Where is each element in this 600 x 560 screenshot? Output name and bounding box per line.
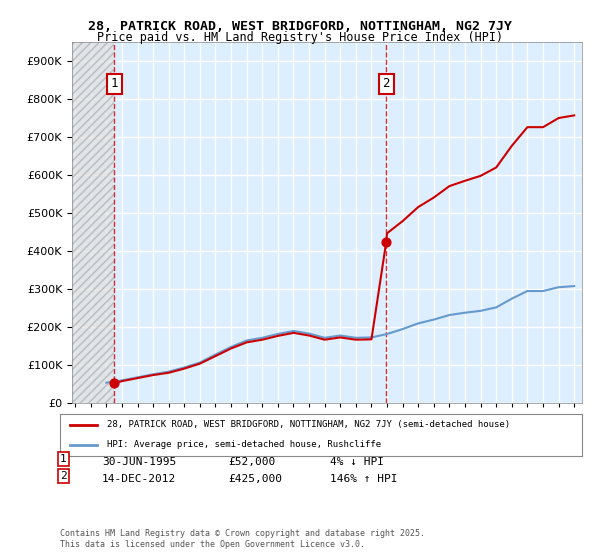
Bar	[72, 42, 114, 403]
Text: 28, PATRICK ROAD, WEST BRIDGFORD, NOTTINGHAM, NG2 7JY: 28, PATRICK ROAD, WEST BRIDGFORD, NOTTIN…	[88, 20, 512, 32]
Point	[109, 379, 119, 388]
Text: £425,000: £425,000	[228, 474, 282, 484]
Text: 2: 2	[60, 471, 67, 481]
Text: 14-DEC-2012: 14-DEC-2012	[102, 474, 176, 484]
Text: 146% ↑ HPI: 146% ↑ HPI	[330, 474, 398, 484]
Text: 1: 1	[60, 454, 67, 464]
Text: HPI: Average price, semi-detached house, Rushcliffe: HPI: Average price, semi-detached house,…	[107, 440, 381, 449]
Text: 1: 1	[110, 77, 118, 90]
Text: Price paid vs. HM Land Registry's House Price Index (HPI): Price paid vs. HM Land Registry's House …	[97, 31, 503, 44]
Text: 4% ↓ HPI: 4% ↓ HPI	[330, 457, 384, 467]
Text: £52,000: £52,000	[228, 457, 275, 467]
Point	[382, 237, 391, 246]
Text: 30-JUN-1995: 30-JUN-1995	[102, 457, 176, 467]
Text: Contains HM Land Registry data © Crown copyright and database right 2025.
This d: Contains HM Land Registry data © Crown c…	[60, 529, 425, 549]
Text: 2: 2	[383, 77, 390, 90]
Text: 28, PATRICK ROAD, WEST BRIDGFORD, NOTTINGHAM, NG2 7JY (semi-detached house): 28, PATRICK ROAD, WEST BRIDGFORD, NOTTIN…	[107, 421, 510, 430]
